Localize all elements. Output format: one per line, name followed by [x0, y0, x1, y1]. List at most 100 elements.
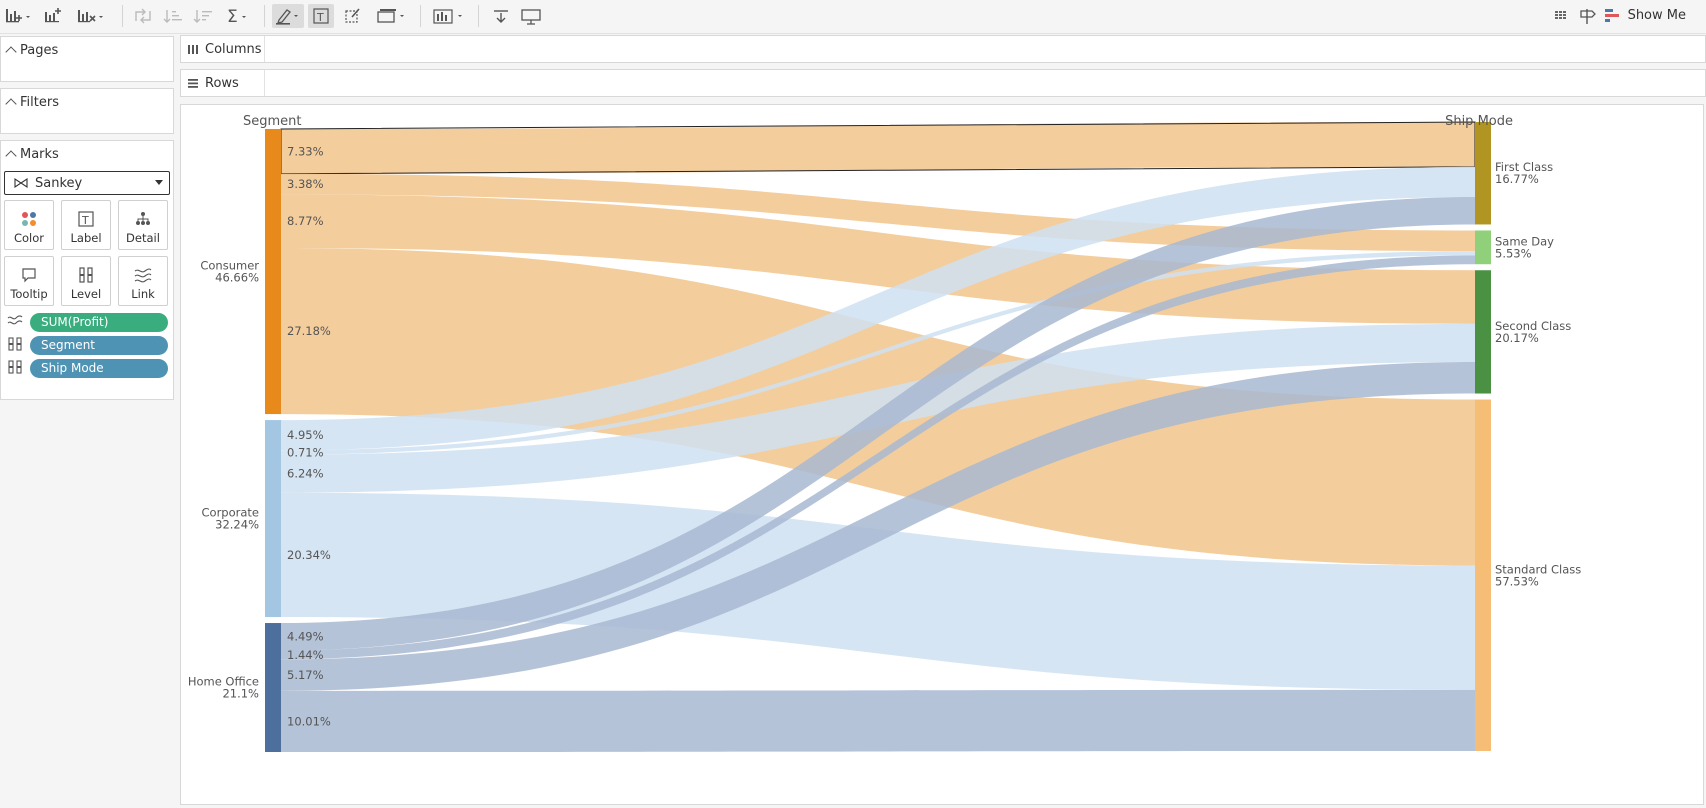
sankey-link-consumer-to-second-class[interactable]	[281, 194, 1475, 324]
sankey-link-consumer-to-first-class[interactable]	[280, 121, 1476, 175]
target-node-name: Same Day	[1495, 234, 1554, 248]
grid-icon[interactable]	[1548, 4, 1574, 28]
mark-type-dropdown[interactable]: Sankey	[4, 171, 170, 195]
sankey-link-corporate-to-standard-class[interactable]	[281, 492, 1475, 690]
source-node-home-office[interactable]	[265, 623, 281, 752]
source-node-corporate[interactable]	[265, 420, 281, 618]
detail-button-label: Detail	[126, 231, 160, 245]
target-node-first-class[interactable]	[1475, 122, 1491, 225]
toolbar-separator	[420, 5, 421, 27]
download-icon[interactable]	[488, 4, 514, 28]
sankey-icon	[14, 177, 28, 189]
show-me-button[interactable]: Show Me	[1604, 7, 1686, 23]
sankey-link-home-office-to-second-class[interactable]	[281, 361, 1475, 691]
link-wave-icon	[7, 313, 23, 329]
show-me-label: Show Me	[1627, 7, 1686, 23]
sankey-link-consumer-to-same-day[interactable]	[281, 173, 1475, 252]
source-node-consumer[interactable]	[265, 129, 281, 415]
profit-pill[interactable]: SUM(Profit)	[30, 313, 168, 332]
link-value-label: 4.49%	[287, 630, 324, 644]
svg-text:T: T	[81, 214, 89, 227]
link-value-label: 10.01%	[287, 714, 331, 728]
source-node-percent: 32.24%	[215, 518, 259, 532]
link-value-label: 0.71%	[287, 445, 324, 459]
target-node-standard-class[interactable]	[1475, 399, 1491, 751]
level-button[interactable]: Level	[61, 256, 111, 306]
marks-title: Marks	[20, 147, 59, 162]
segment-pill[interactable]: Segment	[30, 336, 168, 355]
level-icon	[79, 267, 93, 283]
swap-icon[interactable]	[130, 4, 156, 28]
sankey-link-corporate-to-second-class[interactable]	[281, 323, 1475, 493]
fit-view-icon[interactable]	[376, 4, 408, 28]
presentation-mode-icon[interactable]	[518, 4, 544, 28]
tooltip-button[interactable]: Tooltip	[4, 256, 54, 306]
target-node-percent: 57.53%	[1495, 574, 1539, 588]
source-node-name: Corporate	[202, 506, 260, 520]
toolbar-separator	[264, 5, 265, 27]
tooltip-icon	[22, 268, 36, 283]
columns-shelf[interactable]: Columns	[180, 35, 1706, 63]
toolbar-separator	[122, 5, 123, 27]
collapse-caret-icon[interactable]	[5, 98, 17, 110]
totals-sigma-icon[interactable]: Σ	[224, 4, 254, 28]
link-value-label: 8.77%	[287, 214, 324, 228]
collapse-caret-icon[interactable]	[5, 150, 17, 162]
link-value-label: 1.44%	[287, 648, 324, 662]
sankey-links	[280, 121, 1476, 752]
link-value-label: 6.24%	[287, 467, 324, 481]
level-icon	[7, 359, 23, 375]
presentation-chart-icon[interactable]	[432, 4, 468, 28]
level-icon	[7, 336, 23, 352]
ship-mode-pill[interactable]: Ship Mode	[30, 359, 168, 378]
svg-text:Σ: Σ	[227, 7, 238, 25]
rows-shelf[interactable]: Rows	[180, 69, 1706, 97]
new-data-source-icon[interactable]	[4, 4, 32, 28]
link-button-label: Link	[131, 287, 155, 301]
rows-label: Rows	[205, 75, 239, 91]
target-node-percent: 16.77%	[1495, 172, 1539, 186]
target-node-name: Second Class	[1495, 319, 1571, 333]
source-node-name: Consumer	[200, 259, 259, 273]
annotate-icon[interactable]	[340, 4, 366, 28]
show-me-icon	[1604, 9, 1619, 22]
sort-ascending-icon[interactable]	[160, 4, 186, 28]
sankey-link-corporate-to-same-day[interactable]	[281, 251, 1475, 455]
sort-descending-icon[interactable]	[190, 4, 216, 28]
link-value-label: 7.33%	[287, 144, 324, 158]
link-value-label: 3.38%	[287, 177, 324, 191]
detail-icon	[136, 212, 150, 225]
highlight-pen-icon[interactable]	[272, 4, 304, 28]
new-worksheet-icon[interactable]	[40, 4, 66, 28]
target-node-second-class[interactable]	[1475, 270, 1491, 394]
filters-card: Filters	[0, 88, 174, 134]
source-node-name: Home Office	[188, 675, 259, 689]
link-icon	[134, 268, 152, 283]
label-button[interactable]: T Label	[61, 200, 111, 250]
sankey-link-home-office-to-standard-class[interactable]	[281, 689, 1475, 752]
clear-sheet-icon[interactable]	[76, 4, 106, 28]
sankey-link-corporate-to-first-class[interactable]	[281, 166, 1475, 451]
filters-title: Filters	[20, 95, 59, 110]
columns-label: Columns	[205, 41, 262, 57]
target-node-percent: 20.17%	[1495, 331, 1539, 345]
source-node-percent: 46.66%	[215, 271, 259, 285]
chevron-down-icon	[155, 180, 163, 185]
viz-canvas: 7.33% 3.38% 8.77% 27.18% 4.95% 0.71% 6.24% 20.3…	[180, 104, 1704, 805]
signpost-icon[interactable]	[1574, 4, 1600, 28]
link-value-label: 4.95%	[287, 428, 324, 442]
mark-type-label: Sankey	[35, 175, 83, 191]
link-button[interactable]: Link	[118, 256, 168, 306]
sankey-link-home-office-to-same-day[interactable]	[281, 255, 1475, 660]
toolbar: Σ T Show Me	[0, 0, 1706, 34]
detail-button[interactable]: Detail	[118, 200, 168, 250]
color-button-label: Color	[13, 231, 45, 245]
color-button[interactable]: Color	[4, 200, 54, 250]
columns-icon	[188, 45, 198, 54]
collapse-caret-icon[interactable]	[5, 46, 17, 58]
show-mark-labels-icon[interactable]: T	[308, 4, 334, 28]
target-node-name: Standard Class	[1495, 562, 1581, 576]
segment-axis-title: Segment	[243, 114, 302, 129]
target-node-same-day[interactable]	[1475, 230, 1491, 265]
sankey-link-home-office-to-first-class[interactable]	[281, 197, 1475, 651]
